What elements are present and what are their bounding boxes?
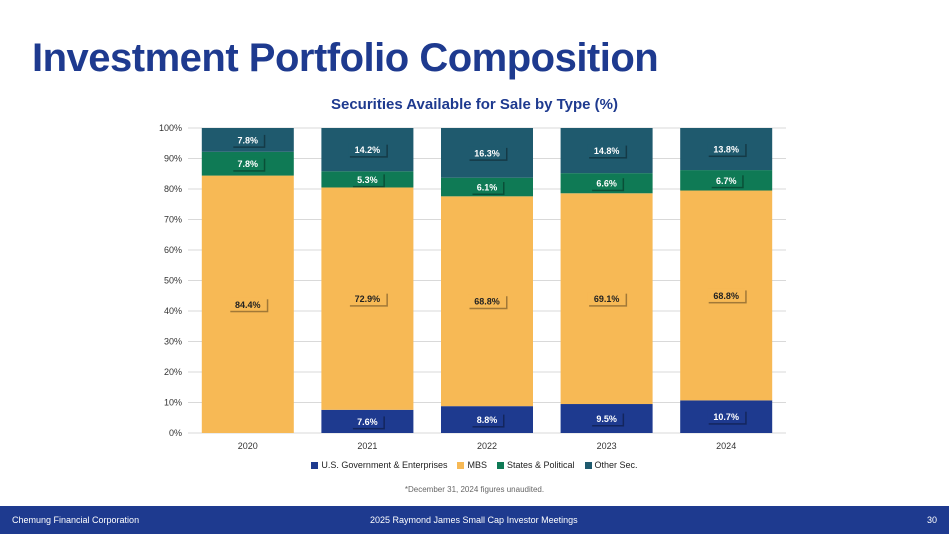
legend-item: States & Political bbox=[497, 460, 575, 470]
y-tick-label: 100% bbox=[159, 123, 182, 133]
data-label-box bbox=[348, 292, 387, 306]
data-label: 72.9% bbox=[355, 294, 381, 304]
legend-item: Other Sec. bbox=[584, 460, 638, 470]
y-tick-label: 30% bbox=[164, 337, 182, 347]
legend-swatch bbox=[497, 461, 504, 469]
data-label-box bbox=[710, 173, 743, 187]
footer-bar: Chemung Financial Corporation 2025 Raymo… bbox=[0, 506, 949, 534]
page-number: 30 bbox=[926, 515, 937, 525]
data-label: 16.3% bbox=[474, 148, 500, 158]
data-label-box bbox=[351, 172, 384, 186]
data-label-box bbox=[590, 412, 623, 426]
data-label-box bbox=[348, 143, 387, 157]
data-label-box bbox=[707, 288, 746, 302]
y-tick-label: 80% bbox=[164, 184, 182, 194]
data-label: 68.8% bbox=[713, 291, 739, 301]
footer-event: 2025 Raymond James Small Cap Investor Me… bbox=[370, 515, 578, 525]
data-label: 9.5% bbox=[596, 414, 617, 424]
data-label-box bbox=[707, 410, 746, 424]
chart-legend: U.S. Government & Enterprises MBS States &… bbox=[0, 460, 949, 470]
data-label: 13.8% bbox=[713, 145, 739, 155]
x-tick-label: 2024 bbox=[716, 441, 736, 451]
data-label-box bbox=[587, 144, 626, 158]
data-label-box bbox=[231, 133, 264, 147]
data-label: 8.8% bbox=[477, 415, 498, 425]
data-label: 14.2% bbox=[355, 145, 381, 155]
y-tick-label: 90% bbox=[164, 154, 182, 164]
x-tick-label: 2021 bbox=[357, 441, 377, 451]
legend-swatch bbox=[457, 461, 465, 469]
y-tick-label: 20% bbox=[164, 367, 182, 377]
data-label-box bbox=[590, 176, 623, 190]
x-tick-label: 2023 bbox=[597, 441, 617, 451]
data-label-box bbox=[351, 414, 384, 428]
x-tick-label: 2020 bbox=[238, 441, 258, 451]
footnote: *December 31, 2024 figures unaudited. bbox=[404, 485, 545, 494]
y-tick-label: 70% bbox=[164, 215, 182, 225]
footer-company: Chemung Financial Corporation bbox=[12, 515, 140, 525]
data-label: 7.8% bbox=[238, 135, 259, 145]
page-title: Investment Portfolio Composition bbox=[32, 36, 659, 80]
data-label-box bbox=[468, 146, 506, 160]
data-label-box bbox=[471, 180, 503, 194]
legend-label: States & Political bbox=[507, 460, 575, 470]
legend-swatch bbox=[311, 461, 319, 469]
y-tick-label: 60% bbox=[164, 245, 182, 255]
legend-label: Other Sec. bbox=[594, 460, 638, 470]
data-label: 84.4% bbox=[235, 300, 261, 310]
data-label: 14.8% bbox=[594, 146, 620, 156]
data-label: 68.8% bbox=[474, 297, 500, 307]
data-label: 6.7% bbox=[716, 176, 737, 186]
data-label: 6.6% bbox=[596, 179, 617, 189]
data-label-box bbox=[471, 413, 503, 427]
legend-item: MBS bbox=[457, 460, 487, 470]
chart-title: Securities Available for Sale by Type (%… bbox=[330, 96, 619, 113]
data-label-box bbox=[468, 294, 506, 308]
data-label: 6.1% bbox=[477, 183, 498, 193]
data-label: 69.1% bbox=[594, 294, 620, 304]
data-label: 5.3% bbox=[357, 175, 378, 185]
y-tick-label: 40% bbox=[164, 306, 182, 316]
legend-swatch bbox=[584, 461, 592, 469]
legend-label: U.S. Government & Enterprises bbox=[321, 460, 448, 470]
data-label: 7.6% bbox=[357, 417, 378, 427]
y-tick-label: 10% bbox=[164, 398, 182, 408]
y-tick-label: 50% bbox=[164, 276, 182, 286]
data-label-box bbox=[707, 142, 746, 156]
data-label: 7.8% bbox=[238, 159, 259, 169]
data-label: 10.7% bbox=[713, 412, 739, 422]
legend-label: MBS bbox=[467, 460, 487, 470]
x-tick-label: 2022 bbox=[477, 441, 497, 451]
legend-item: U.S. Government & Enterprises bbox=[311, 460, 447, 470]
data-label-box bbox=[228, 297, 267, 311]
data-label-box bbox=[587, 292, 626, 306]
data-label-box bbox=[231, 157, 264, 171]
y-tick-label: 0% bbox=[169, 428, 182, 438]
